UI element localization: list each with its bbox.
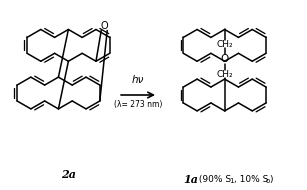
Text: , 10% S: , 10% S <box>234 175 268 184</box>
Text: CH₂: CH₂ <box>216 70 233 79</box>
Text: CH₂: CH₂ <box>216 40 233 49</box>
Text: 1: 1 <box>230 178 234 184</box>
Text: O: O <box>100 21 108 31</box>
Text: (λ= 273 nm): (λ= 273 nm) <box>114 100 162 109</box>
Text: o: o <box>266 178 270 184</box>
Text: hν: hν <box>132 75 144 85</box>
Text: (90% S: (90% S <box>196 175 231 184</box>
Text: 2a: 2a <box>61 169 76 180</box>
Text: ): ) <box>270 175 273 184</box>
Text: O: O <box>220 54 229 64</box>
Text: 1a: 1a <box>183 174 198 185</box>
